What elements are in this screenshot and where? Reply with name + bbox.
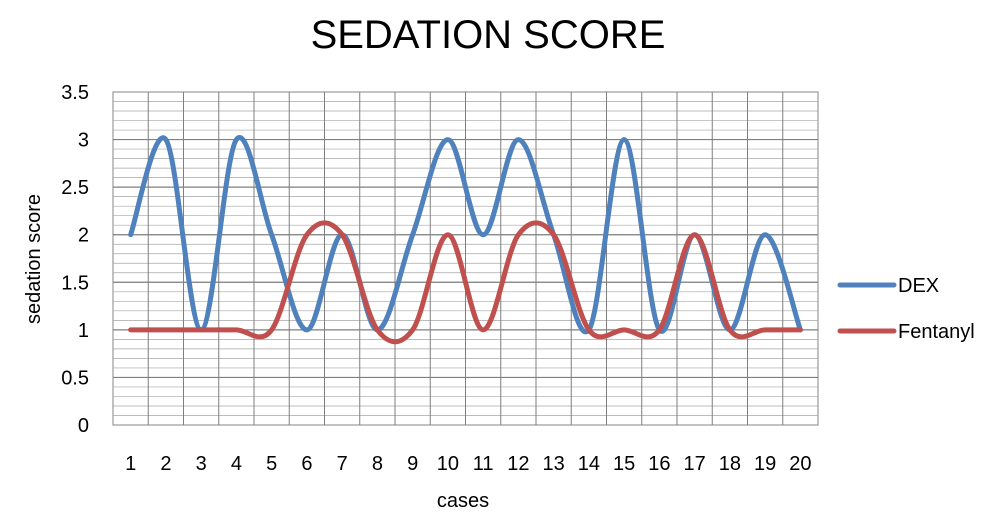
y-axis-title: sedation score — [23, 194, 45, 324]
y-tick-label: 1 — [78, 320, 89, 342]
x-tick-label: 10 — [437, 453, 459, 475]
y-tick-label: 0 — [78, 415, 89, 437]
x-tick-label: 14 — [578, 453, 600, 475]
x-tick-label: 12 — [507, 453, 529, 475]
plot-area — [112, 91, 819, 426]
x-tick-label: 15 — [613, 453, 635, 475]
series-lines — [128, 135, 803, 345]
x-tick-label: 13 — [543, 453, 565, 475]
y-tick-label: 1.5 — [61, 272, 89, 294]
chart-title: SEDATION SCORE — [311, 13, 666, 57]
x-tick-label: 6 — [301, 453, 312, 475]
x-tick-label: 16 — [648, 453, 670, 475]
x-tick-label: 17 — [684, 453, 706, 475]
x-tick-label: 5 — [266, 453, 277, 475]
x-tick-label: 18 — [719, 453, 741, 475]
y-tick-label: 0.5 — [61, 367, 89, 389]
x-tick-label: 3 — [196, 453, 207, 475]
x-tick-label: 1 — [125, 453, 136, 475]
vertical-gridlines — [147, 92, 784, 425]
x-tick-label: 11 — [473, 453, 494, 475]
x-tick-label: 9 — [407, 453, 418, 475]
x-tick-label: 7 — [337, 453, 348, 475]
x-tick-label: 8 — [372, 453, 383, 475]
x-tick-label: 20 — [789, 453, 811, 475]
y-axis-tick-labels: 0 0.5 1 1.5 2 2.5 3 3.5 — [61, 82, 89, 437]
series-line-fentanyl — [128, 220, 803, 345]
x-axis-tick-labels: 1 2 3 4 5 6 7 8 9 10 11 12 13 14 15 16 17 18 19 20 — [125, 453, 811, 475]
x-tick-label: 4 — [231, 453, 242, 475]
x-axis-title: cases — [437, 490, 489, 512]
x-tick-label: 2 — [160, 453, 171, 475]
y-tick-label: 3.5 — [61, 82, 89, 104]
legend: DEX Fentanyl — [837, 275, 975, 343]
legend-label-dex: DEX — [898, 275, 939, 297]
x-tick-label: 19 — [754, 453, 776, 475]
y-tick-label: 2 — [78, 225, 89, 247]
legend-label-fentanyl: Fentanyl — [898, 321, 975, 343]
y-tick-label: 3 — [78, 130, 89, 152]
y-tick-label: 2.5 — [61, 177, 89, 199]
